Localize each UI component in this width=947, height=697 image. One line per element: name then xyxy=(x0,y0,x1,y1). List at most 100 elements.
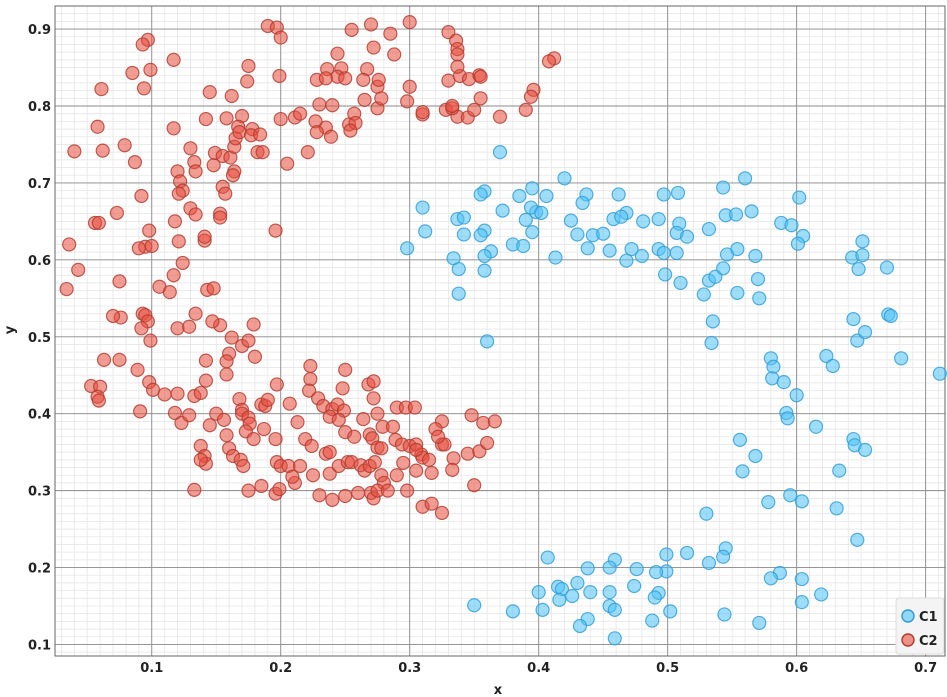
data-point-c2 xyxy=(374,91,389,106)
legend-label-c2: C2 xyxy=(919,634,938,649)
data-point-c2 xyxy=(134,188,149,204)
data-point-c2 xyxy=(187,482,202,497)
data-point-c2 xyxy=(445,98,460,114)
data-point-c2 xyxy=(446,451,461,466)
y-tick-label: 0.3 xyxy=(28,485,51,500)
data-point-c2 xyxy=(240,74,255,89)
data-point-c1 xyxy=(679,545,695,561)
data-point-c2 xyxy=(268,223,283,238)
data-point-c2 xyxy=(467,102,482,117)
data-point-c2 xyxy=(305,468,321,483)
data-point-c2 xyxy=(183,141,198,156)
data-point-c2 xyxy=(280,156,295,171)
data-point-c2 xyxy=(467,478,482,493)
data-point-c2 xyxy=(254,478,269,494)
data-point-c1 xyxy=(611,187,626,202)
data-point-c2 xyxy=(396,455,411,471)
data-point-c2 xyxy=(356,72,371,87)
data-point-c1 xyxy=(539,188,554,204)
data-point-c2 xyxy=(273,111,288,127)
data-point-c2 xyxy=(290,415,305,430)
data-point-c2 xyxy=(157,387,172,402)
data-point-c2 xyxy=(246,317,261,332)
data-point-c1 xyxy=(663,604,678,619)
data-point-c1 xyxy=(748,248,763,264)
data-point-c2 xyxy=(300,145,315,160)
data-point-c1 xyxy=(477,263,492,278)
y-tick-label: 0.4 xyxy=(28,408,51,423)
data-point-c2 xyxy=(464,408,479,423)
data-point-c1 xyxy=(456,227,471,242)
x-tick-label: 0.1 xyxy=(140,661,163,676)
data-point-c2 xyxy=(247,349,263,364)
data-point-c2 xyxy=(402,15,417,30)
data-point-c2 xyxy=(213,210,228,225)
data-point-c1 xyxy=(596,226,611,241)
data-point-c2 xyxy=(292,458,308,474)
y-tick-label: 0.9 xyxy=(28,23,51,38)
legend-marker-c1 xyxy=(901,609,915,623)
data-point-c2 xyxy=(198,111,214,127)
data-point-c2 xyxy=(434,505,450,521)
data-point-c2 xyxy=(409,463,424,478)
data-point-c1 xyxy=(400,241,415,256)
data-point-c1 xyxy=(761,495,776,510)
data-point-c2 xyxy=(303,358,318,374)
data-point-c2 xyxy=(171,234,186,249)
series-c1 xyxy=(400,145,947,646)
data-point-c1 xyxy=(701,555,717,571)
legend-marker-c2 xyxy=(901,633,915,647)
x-axis-ticks: 0.1 0.2 0.3 0.4 0.5 0.6 0.7 xyxy=(140,661,937,676)
data-point-c2 xyxy=(421,452,437,467)
data-point-c1 xyxy=(583,585,598,600)
data-point-c2 xyxy=(171,186,186,201)
data-point-c2 xyxy=(338,71,353,86)
data-point-c2 xyxy=(409,442,424,457)
data-point-c2 xyxy=(322,466,337,481)
x-tick-label: 0.2 xyxy=(269,661,292,676)
data-point-c1 xyxy=(659,547,674,562)
data-point-c2 xyxy=(367,455,382,470)
data-point-c2 xyxy=(351,485,366,501)
data-point-c1 xyxy=(716,549,731,564)
data-point-c1 xyxy=(607,602,622,617)
data-point-c1 xyxy=(814,587,829,602)
data-point-c1 xyxy=(512,188,527,204)
data-point-c2 xyxy=(109,205,125,221)
data-point-c2 xyxy=(90,119,105,134)
data-point-c1 xyxy=(565,588,580,604)
data-point-c2 xyxy=(460,446,475,461)
data-point-c1 xyxy=(477,248,492,264)
data-point-c1 xyxy=(730,241,745,257)
data-point-c1 xyxy=(557,171,572,186)
y-axis-ticks: 0.1 0.2 0.3 0.4 0.5 0.6 0.7 0.8 0.9 xyxy=(28,23,51,653)
data-point-c1 xyxy=(563,213,579,228)
data-point-c1 xyxy=(851,261,866,277)
data-point-c2 xyxy=(166,268,181,283)
data-point-c2 xyxy=(219,428,234,443)
data-point-c1 xyxy=(451,286,466,301)
data-point-c1 xyxy=(829,501,844,516)
data-point-c1 xyxy=(783,488,798,503)
data-point-c1 xyxy=(602,243,617,258)
data-point-c2 xyxy=(292,106,308,121)
data-point-c2 xyxy=(241,333,256,348)
data-point-c2 xyxy=(387,47,402,62)
data-point-c2 xyxy=(91,215,106,231)
data-point-c2 xyxy=(95,143,110,158)
data-point-c2 xyxy=(476,415,491,431)
data-point-c1 xyxy=(648,565,664,580)
data-point-c2 xyxy=(202,418,217,433)
data-point-c2 xyxy=(256,421,272,437)
data-point-c1 xyxy=(456,210,471,225)
data-point-c2 xyxy=(400,94,415,109)
data-point-c1 xyxy=(473,187,488,202)
data-point-c2 xyxy=(285,469,300,484)
data-point-c2 xyxy=(445,462,460,477)
data-point-c2 xyxy=(402,79,417,94)
data-point-c2 xyxy=(255,145,270,160)
data-point-c1 xyxy=(540,550,555,565)
data-point-c2 xyxy=(175,255,190,271)
data-point-c2 xyxy=(182,408,197,423)
data-point-c2 xyxy=(142,223,157,238)
